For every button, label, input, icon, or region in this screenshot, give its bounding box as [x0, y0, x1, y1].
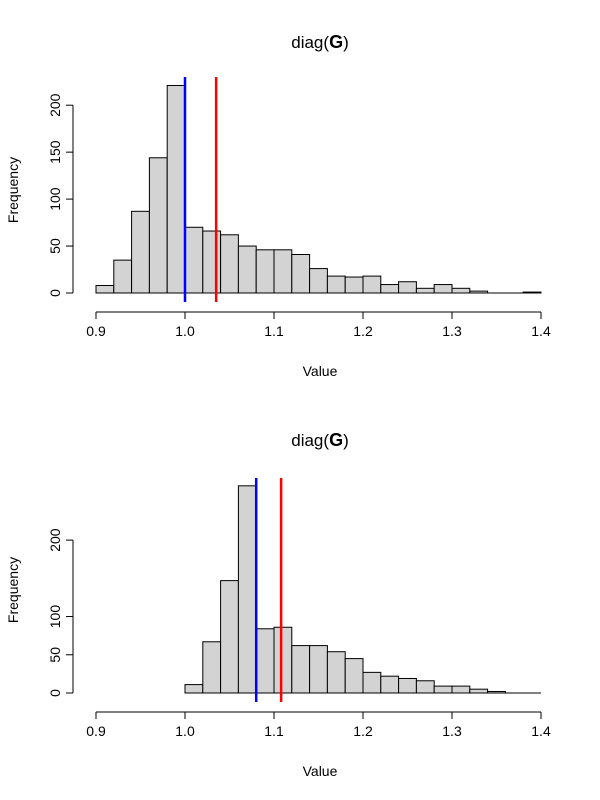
chart-1-y-axis-title: Frequency — [5, 157, 21, 223]
chart-2-bar-10 — [362, 671, 382, 694]
chart-1-x-tick-label-2: 1.1 — [264, 323, 284, 339]
chart-2-x-tick-label-1: 1.0 — [175, 723, 195, 739]
chart-2-bar-3 — [237, 485, 257, 694]
chart-2-y-tick-label-1: 50 — [47, 647, 63, 663]
chart-1-bar-7 — [220, 234, 239, 294]
chart-1-bar-12 — [309, 268, 328, 294]
chart-2-bar-16 — [469, 688, 489, 694]
chart-1-x-axis-title: Value — [303, 363, 338, 379]
chart-2-y-tick-label-0: 0 — [47, 689, 63, 697]
chart-2-y-tick-label-2: 100 — [47, 605, 63, 629]
chart-2-bar-7 — [309, 645, 328, 694]
chart-1-y-tick-label-2: 100 — [47, 187, 63, 211]
chart-1-bar-9 — [255, 249, 275, 294]
chart-2-bar-8 — [326, 651, 346, 694]
chart-1-bar-18 — [415, 287, 435, 294]
chart-2-x-tick-label-2: 1.1 — [264, 723, 284, 739]
chart-2-bar-1 — [202, 641, 222, 694]
chart-1-x-tick-label-5: 1.4 — [531, 323, 551, 339]
chart-1-y-tick-label-4: 200 — [47, 93, 63, 117]
chart-2-bar-13 — [415, 680, 435, 694]
chart-1-y-tick-label-3: 150 — [47, 140, 63, 164]
chart-1-title: diag(G) — [291, 32, 349, 52]
chart-2-bar-2 — [220, 580, 239, 694]
chart-1-bar-2 — [131, 210, 150, 294]
chart-1-bar-19 — [433, 284, 453, 294]
chart-2-bar-5 — [273, 626, 293, 694]
chart-2-x-tick-label-3: 1.2 — [353, 723, 373, 739]
chart-2-bar-0 — [184, 684, 204, 694]
chart-2-x-tick-label-4: 1.3 — [442, 723, 462, 739]
chart-1-bar-15 — [362, 275, 382, 294]
chart-1-x-tick-label-1: 1.0 — [175, 323, 195, 339]
chart-2-x-tick-label-0: 0.9 — [86, 723, 106, 739]
chart-1-bar-3 — [148, 157, 168, 294]
chart-1-bar-1 — [113, 259, 133, 294]
chart-1-bar-6 — [202, 230, 222, 294]
chart-1-x-tick-label-0: 0.9 — [86, 323, 106, 339]
chart-2-bar-6 — [291, 645, 311, 694]
chart-1-y-tick-label-0: 0 — [47, 289, 63, 297]
chart-2-bar-12 — [398, 677, 417, 694]
chart-2-y-axis-title: Frequency — [5, 557, 21, 623]
chart-2-bar-4 — [255, 628, 275, 694]
chart-1-bar-11 — [291, 254, 311, 294]
chart-2-x-axis-title: Value — [303, 763, 338, 779]
chart-1-bar-16 — [380, 284, 400, 294]
chart-1-bar-17 — [398, 281, 417, 294]
chart-2-bar-9 — [344, 658, 364, 694]
chart-2-title: diag(G) — [291, 430, 349, 450]
chart-2-bar-11 — [380, 675, 400, 694]
chart-1-bar-14 — [344, 276, 364, 294]
chart-1-x-tick-label-4: 1.3 — [442, 323, 462, 339]
chart-1-bar-20 — [451, 287, 471, 294]
chart-2-bar-14 — [433, 685, 453, 694]
chart-1-bar-5 — [184, 226, 204, 294]
chart-1-bar-8 — [237, 245, 257, 294]
chart-1-bar-10 — [273, 249, 293, 294]
chart-2-bar-15 — [451, 685, 471, 694]
chart-1-y-tick-label-1: 50 — [47, 238, 63, 254]
chart-1-bar-0 — [95, 284, 115, 294]
chart-1-bar-13 — [326, 275, 346, 294]
chart-1-bar-4 — [166, 84, 186, 294]
chart-2-x-tick-label-5: 1.4 — [531, 723, 551, 739]
chart-2-y-tick-label-3: 200 — [47, 528, 63, 552]
chart-1-x-tick-label-3: 1.2 — [353, 323, 373, 339]
